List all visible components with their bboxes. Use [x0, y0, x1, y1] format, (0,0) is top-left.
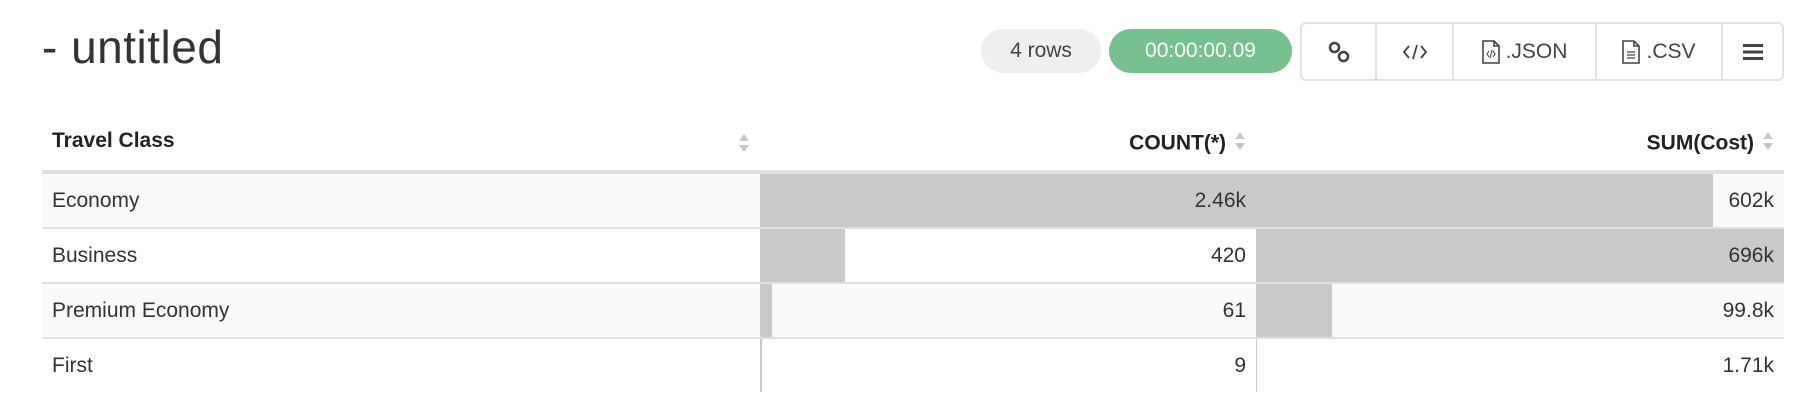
cell-travel-class: Business [42, 228, 760, 284]
cell-sum-cost: 1.71k [1256, 338, 1784, 392]
json-file-icon [1481, 39, 1500, 64]
link-icon [1328, 41, 1349, 62]
column-header-travel-class[interactable]: Travel Class [42, 118, 760, 174]
column-header-sum-cost[interactable]: SUM(Cost) [1256, 118, 1784, 174]
menu-icon [1742, 43, 1763, 60]
copy-link-button[interactable] [1302, 24, 1377, 79]
export-json-label: .JSON [1505, 39, 1568, 63]
results-table: Travel Class COUNT(*) SUM(Cost) Economy 2… [42, 118, 1784, 392]
row-count-badge: 4 rows [981, 29, 1101, 73]
cell-count: 2.46k [760, 172, 1256, 229]
cell-count: 61 [760, 283, 1256, 339]
cell-count: 9 [760, 338, 1256, 392]
more-menu-button[interactable] [1723, 24, 1782, 79]
toolbar: .JSON .CSV [1300, 22, 1784, 81]
sum-bar [1256, 174, 1713, 227]
sum-bar [1256, 339, 1258, 392]
query-duration-badge: 00:00:00.09 [1109, 29, 1292, 73]
sum-bar [1256, 284, 1332, 337]
sort-icon[interactable] [1762, 131, 1774, 157]
cell-travel-class: Economy [42, 172, 760, 229]
count-bar [760, 229, 845, 282]
cell-sum-cost: 696k [1256, 228, 1784, 284]
cell-count: 420 [760, 228, 1256, 284]
table-row: Business 420 696k [42, 228, 1784, 284]
sort-icon[interactable] [738, 133, 750, 159]
count-bar [760, 284, 773, 337]
cell-travel-class: Premium Economy [42, 283, 760, 339]
export-csv-button[interactable]: .CSV [1597, 24, 1723, 79]
column-header-count[interactable]: COUNT(*) [760, 118, 1256, 174]
csv-file-icon [1622, 39, 1641, 64]
export-csv-label: .CSV [1646, 39, 1696, 63]
cell-sum-cost: 602k [1256, 172, 1784, 229]
cell-sum-cost: 99.8k [1256, 283, 1784, 339]
sort-icon[interactable] [1234, 131, 1246, 157]
export-json-button[interactable]: .JSON [1454, 24, 1597, 79]
count-bar [760, 174, 1256, 227]
table-row: First 9 1.71k [42, 338, 1784, 392]
table-row: Premium Economy 61 99.8k [42, 283, 1784, 339]
cell-travel-class: First [52, 353, 93, 377]
table-row: Economy 2.46k 602k [42, 172, 1784, 229]
count-bar [760, 339, 762, 392]
page-title: - untitled [42, 21, 224, 73]
view-query-button[interactable] [1377, 24, 1454, 79]
code-icon [1402, 44, 1427, 59]
sum-bar [1256, 229, 1784, 282]
